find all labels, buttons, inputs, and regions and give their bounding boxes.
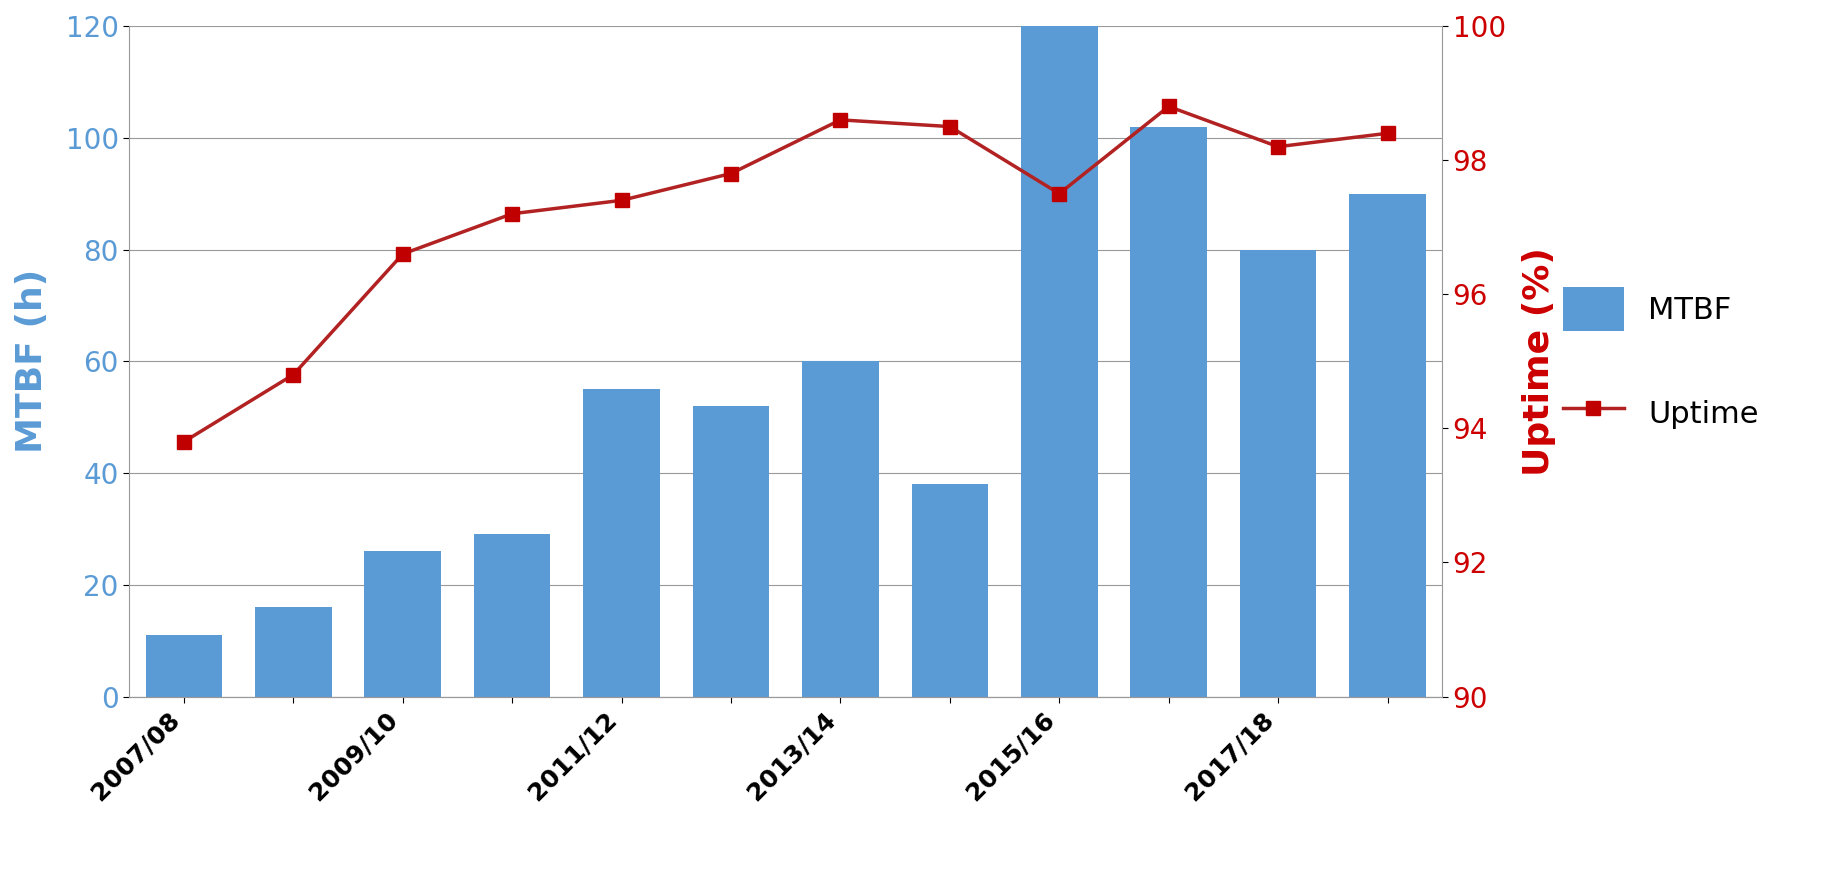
Bar: [255, 607, 331, 697]
Bar: [146, 635, 222, 697]
Bar: [364, 551, 442, 697]
Bar: [1349, 194, 1425, 697]
Y-axis label: MTBF (h): MTBF (h): [15, 269, 50, 454]
Legend: MTBF, Uptime: MTBF, Uptime: [1562, 288, 1757, 435]
Y-axis label: Uptime (%): Uptime (%): [1521, 246, 1556, 476]
Bar: [911, 484, 987, 697]
Bar: [1020, 26, 1098, 697]
Bar: [693, 406, 769, 697]
Bar: [1129, 127, 1207, 697]
Bar: [802, 362, 878, 697]
Bar: [1240, 249, 1316, 697]
Bar: [582, 389, 660, 697]
Bar: [473, 535, 551, 697]
